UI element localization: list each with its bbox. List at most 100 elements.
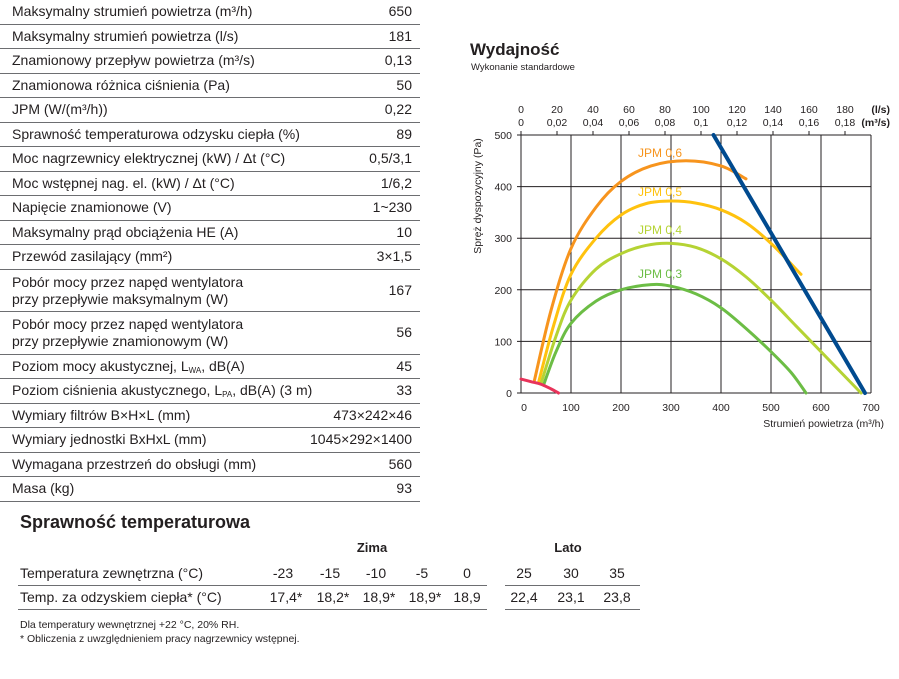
x-tick-label: 600 [812,402,830,414]
spec-value: 1~230 [372,199,412,215]
spec-value: 1/6,2 [380,174,412,191]
y-tick-label: 300 [494,233,512,245]
spec-value: 56 [396,324,412,340]
x-tick-label: 500 [762,402,780,414]
spec-label-text: Znamionowa różnica ciśnienia (Pa) [12,76,230,93]
spec-label-text: Przewód zasilający (mm²) [12,248,173,264]
spec-label: Moc wstępnej nag. el. (kW) / Δt (°C) [12,175,235,192]
efficiency-cell: 23,1 [557,589,585,605]
efficiency-cell: 18,2* [316,589,350,605]
spec-value: 0,5/3,1 [369,150,412,166]
spec-value: 33 [396,382,412,398]
series-line [539,241,863,395]
top-tick-label-m3s: 0,16 [799,117,820,129]
spec-row: Moc nagrzewnicy elektrycznej (kW) / Δt (… [0,147,420,172]
chart-title: Wydajność [470,40,560,59]
spec-row: Znamionowy przepływ powietrza (m³/s) 0,13 [0,49,420,74]
spec-label: Maksymalny strumień powietrza (l/s) [12,28,238,45]
spec-label-text: Wymiary jednostki BxHxL (mm) [12,431,207,447]
series-line [519,377,560,395]
spec-value: 650 [388,3,412,19]
row-divider [18,585,487,586]
top-tick-label-m3s: 0,14 [763,117,784,129]
spec-label: Wymiary filtrów B×H×L (mm) [12,407,190,424]
spec-row: Przewód zasilający (mm²) 3×1,5 [0,245,420,270]
spec-row: Maksymalny strumień powietrza (m³/h) 650 [0,0,420,25]
y-tick-label: 100 [494,336,512,348]
spec-label-text: Pobór mocy przez napęd wentylatora [12,273,244,290]
spec-value: 560 [388,455,412,472]
footnote: Dla temperatury wewnętrznej +22 °C, 20% … [20,619,240,631]
x-tick-label: 700 [862,402,880,414]
spec-label-text: przy przepływie znamionowym (W) [12,333,229,349]
efficiency-cell: 25 [516,565,532,581]
chart-subtitle: Wykonanie standardowe [471,62,575,73]
spec-row: Masa (kg) 93 [0,477,420,502]
top-tick-label-ls: 80 [659,104,671,116]
group-winter: Zima [356,540,388,555]
spec-label-text: Maksymalny prąd obciążenia HE (A) [12,223,239,240]
spec-label-text: , dB(A) (3 m) [232,382,313,398]
row-divider [505,585,640,586]
top-tick-label-m3s: 0,1 [694,117,709,129]
spec-row: Wymiary filtrów B×H×L (mm) 473×242×46 [0,404,420,428]
series-label: JPM 0,5 [638,185,682,199]
spec-label: Poziom ciśnienia akustycznego, LPA, dB(A… [12,382,312,403]
series-line [711,133,867,395]
x-axis-title: Strumień powietrza (m³/h) [763,418,884,430]
series-label: JPM 0,6 [638,146,682,160]
spec-row: Maksymalny prąd obciążenia HE (A) 10 [0,221,420,245]
spec-label: Moc nagrzewnicy elektrycznej (kW) / Δt (… [12,150,285,167]
spec-label: Maksymalny prąd obciążenia HE (A) [12,224,238,241]
series-label: JPM 0,4 [638,223,682,237]
spec-label-text: Wymagana przestrzeń do obsługi (mm) [12,455,257,472]
top-tick-label-m3s: 0,02 [547,117,568,129]
spec-label-text: Moc nagrzewnicy elektrycznej (kW) / Δt (… [12,150,286,166]
series-line [542,282,808,395]
spec-label: Wymiary jednostki BxHxL (mm) [12,431,207,448]
top-tick-label-ls: 180 [836,104,854,116]
top-tick-label-m3s: 0,08 [655,117,676,129]
top-tick-label-ls: 0 [518,104,524,116]
spec-value: 0,13 [384,52,412,68]
top-axis-unit-m3s: (m³/s) [861,117,890,129]
spec-label: Przewód zasilający (mm²) [12,248,172,265]
efficiency-cell: 0 [463,565,471,581]
spec-label-text: JPM (W/(m³/h)) [12,101,108,117]
spec-label-text: Sprawność temperaturowa odzysku ciepła (… [12,125,300,142]
efficiency-title: Sprawność temperaturowa [20,512,251,532]
series-line [537,199,803,385]
spec-label: JPM (W/(m³/h)) [12,101,108,118]
efficiency-cell: 18,9* [362,589,396,605]
efficiency-row-label: Temperatura zewnętrzna (°C) [20,565,203,581]
spec-value: 167 [388,281,412,298]
spec-value: 473×242×46 [333,406,412,423]
spec-label: Masa (kg) [12,480,74,497]
x-tick-label: 100 [562,402,580,414]
spec-label-text: Znamionowy przepływ powietrza (m³/s) [12,52,255,68]
performance-chart: 0 100 200 300 400 500 600 700010020030040050000… [472,104,890,430]
efficiency-cell: 23,8 [603,589,631,605]
spec-value: 0,22 [384,101,412,117]
spec-label-text: Moc wstępnej nag. el. (kW) / Δt (°C) [12,174,235,191]
x-tick-label: 300 [662,402,680,414]
spec-row: Pobór mocy przez napęd wentylatora przy p… [0,270,420,312]
spec-value: 45 [396,357,412,374]
row-divider [505,609,640,610]
spec-row: Sprawność temperaturowa odzysku ciepła (… [0,123,420,147]
spec-value: 1045×292×1400 [310,431,412,447]
top-tick-label-m3s: 0,12 [727,117,748,129]
spec-value: 181 [388,27,412,44]
efficiency-cell: 35 [609,565,625,581]
spec-label-text: Pobór mocy przez napęd wentylatora [12,316,244,332]
spec-label: Pobór mocy przez napęd wentylatora przy p… [12,316,243,350]
y-axis-title: Spręż dyspozycyjny (Pa) [472,138,484,254]
spec-value: 89 [396,125,412,142]
spec-label-text: Maksymalny strumień powietrza (l/s) [12,27,239,44]
x-tick-label: 400 [712,402,730,414]
top-tick-label-ls: 100 [692,104,710,116]
top-axis-unit-ls: (l/s) [871,104,890,116]
spec-label: Poziom mocy akustycznej, LWA, dB(A) [12,358,245,379]
efficiency-cell: -10 [365,565,387,581]
group-summer: Lato [554,540,582,555]
